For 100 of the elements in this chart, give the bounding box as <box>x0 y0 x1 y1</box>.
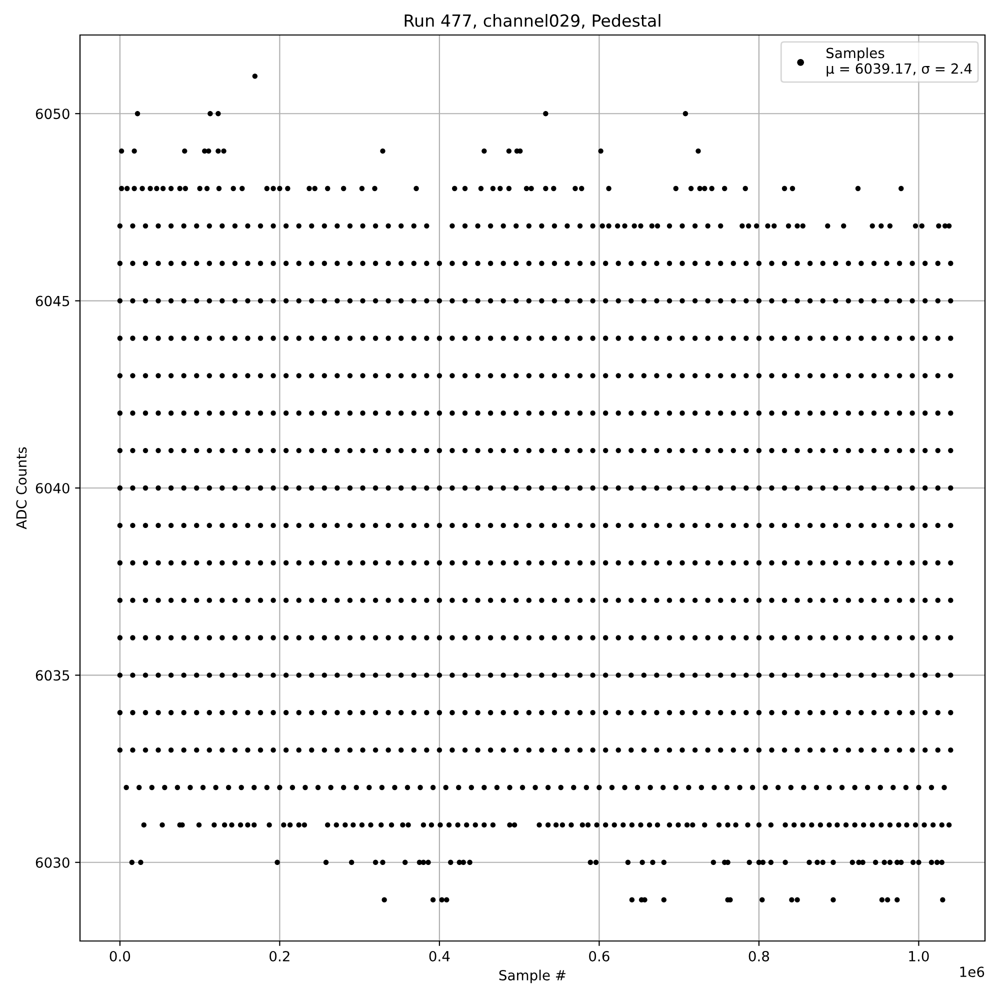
point <box>572 186 578 192</box>
text: 1e6 <box>960 966 984 978</box>
point <box>138 860 144 865</box>
point <box>148 186 153 192</box>
point <box>760 897 765 902</box>
point <box>182 148 188 154</box>
point <box>452 186 458 192</box>
chart-title: Run 477, channel029, Pedestal <box>404 14 660 29</box>
point <box>478 186 484 192</box>
point <box>806 860 812 865</box>
point <box>216 111 221 116</box>
point <box>230 186 236 192</box>
point <box>898 860 904 865</box>
point <box>782 186 788 192</box>
x-axis-title: Sample # <box>499 970 566 984</box>
point <box>306 186 312 192</box>
x-tick-label: 0.2 <box>270 950 290 962</box>
point <box>910 860 916 865</box>
y-tick-label: 6040 <box>36 482 70 494</box>
point <box>640 860 645 865</box>
point <box>221 148 226 154</box>
point <box>372 860 378 865</box>
point <box>204 186 210 192</box>
point <box>430 897 436 902</box>
y-tick-label: 6045 <box>36 296 70 306</box>
point <box>160 186 166 192</box>
point <box>382 897 387 902</box>
point <box>285 186 290 192</box>
point <box>661 860 666 865</box>
point <box>742 186 748 192</box>
point <box>940 897 946 902</box>
point <box>709 186 714 192</box>
point <box>402 860 408 865</box>
point <box>462 186 468 192</box>
point <box>820 860 826 865</box>
point <box>177 186 182 192</box>
point <box>722 186 728 192</box>
y-axis-title: ADC Counts <box>16 447 27 530</box>
point <box>340 186 346 192</box>
point <box>872 860 878 865</box>
point <box>197 186 202 192</box>
point <box>606 186 612 192</box>
point <box>598 148 604 154</box>
point <box>498 186 503 192</box>
point <box>506 186 512 192</box>
point <box>270 186 276 192</box>
point <box>855 186 861 192</box>
point <box>934 860 940 865</box>
point <box>673 186 678 192</box>
point <box>132 186 137 192</box>
point <box>579 186 584 192</box>
point <box>830 897 836 902</box>
point <box>380 148 386 154</box>
point <box>208 111 213 116</box>
point <box>414 186 419 192</box>
x-tick-label: 0.4 <box>429 950 450 962</box>
point <box>884 897 890 902</box>
point <box>444 897 450 902</box>
point <box>528 186 534 192</box>
point <box>216 148 221 154</box>
point <box>782 860 788 865</box>
point <box>916 860 922 865</box>
point <box>593 860 599 865</box>
point <box>882 860 887 865</box>
point <box>134 111 140 116</box>
point <box>132 148 137 154</box>
y-tick-label: 6030 <box>36 857 70 868</box>
point <box>460 860 466 865</box>
point <box>928 860 934 865</box>
point <box>206 148 212 154</box>
legend-label: Samples μ = 6039.17, σ = 2.4 <box>826 48 972 76</box>
point <box>277 186 282 192</box>
point <box>702 186 708 192</box>
point <box>879 897 885 902</box>
point <box>887 860 893 865</box>
point <box>118 186 124 192</box>
point <box>551 186 556 192</box>
point <box>625 860 631 865</box>
point <box>710 860 716 865</box>
point <box>348 860 354 865</box>
point <box>682 111 688 116</box>
point <box>129 860 135 865</box>
point <box>252 74 258 79</box>
point <box>482 148 487 154</box>
point <box>118 148 124 154</box>
point <box>746 860 752 865</box>
point <box>524 186 530 192</box>
point <box>467 860 472 865</box>
point <box>543 111 548 116</box>
point <box>830 860 836 865</box>
x-tick-label: 0.8 <box>748 950 770 962</box>
point <box>790 186 796 192</box>
point <box>439 897 444 902</box>
point <box>814 860 820 865</box>
point <box>661 897 666 902</box>
point <box>588 860 594 865</box>
point <box>168 186 174 192</box>
point <box>760 860 766 865</box>
point <box>696 148 701 154</box>
point <box>154 186 160 192</box>
